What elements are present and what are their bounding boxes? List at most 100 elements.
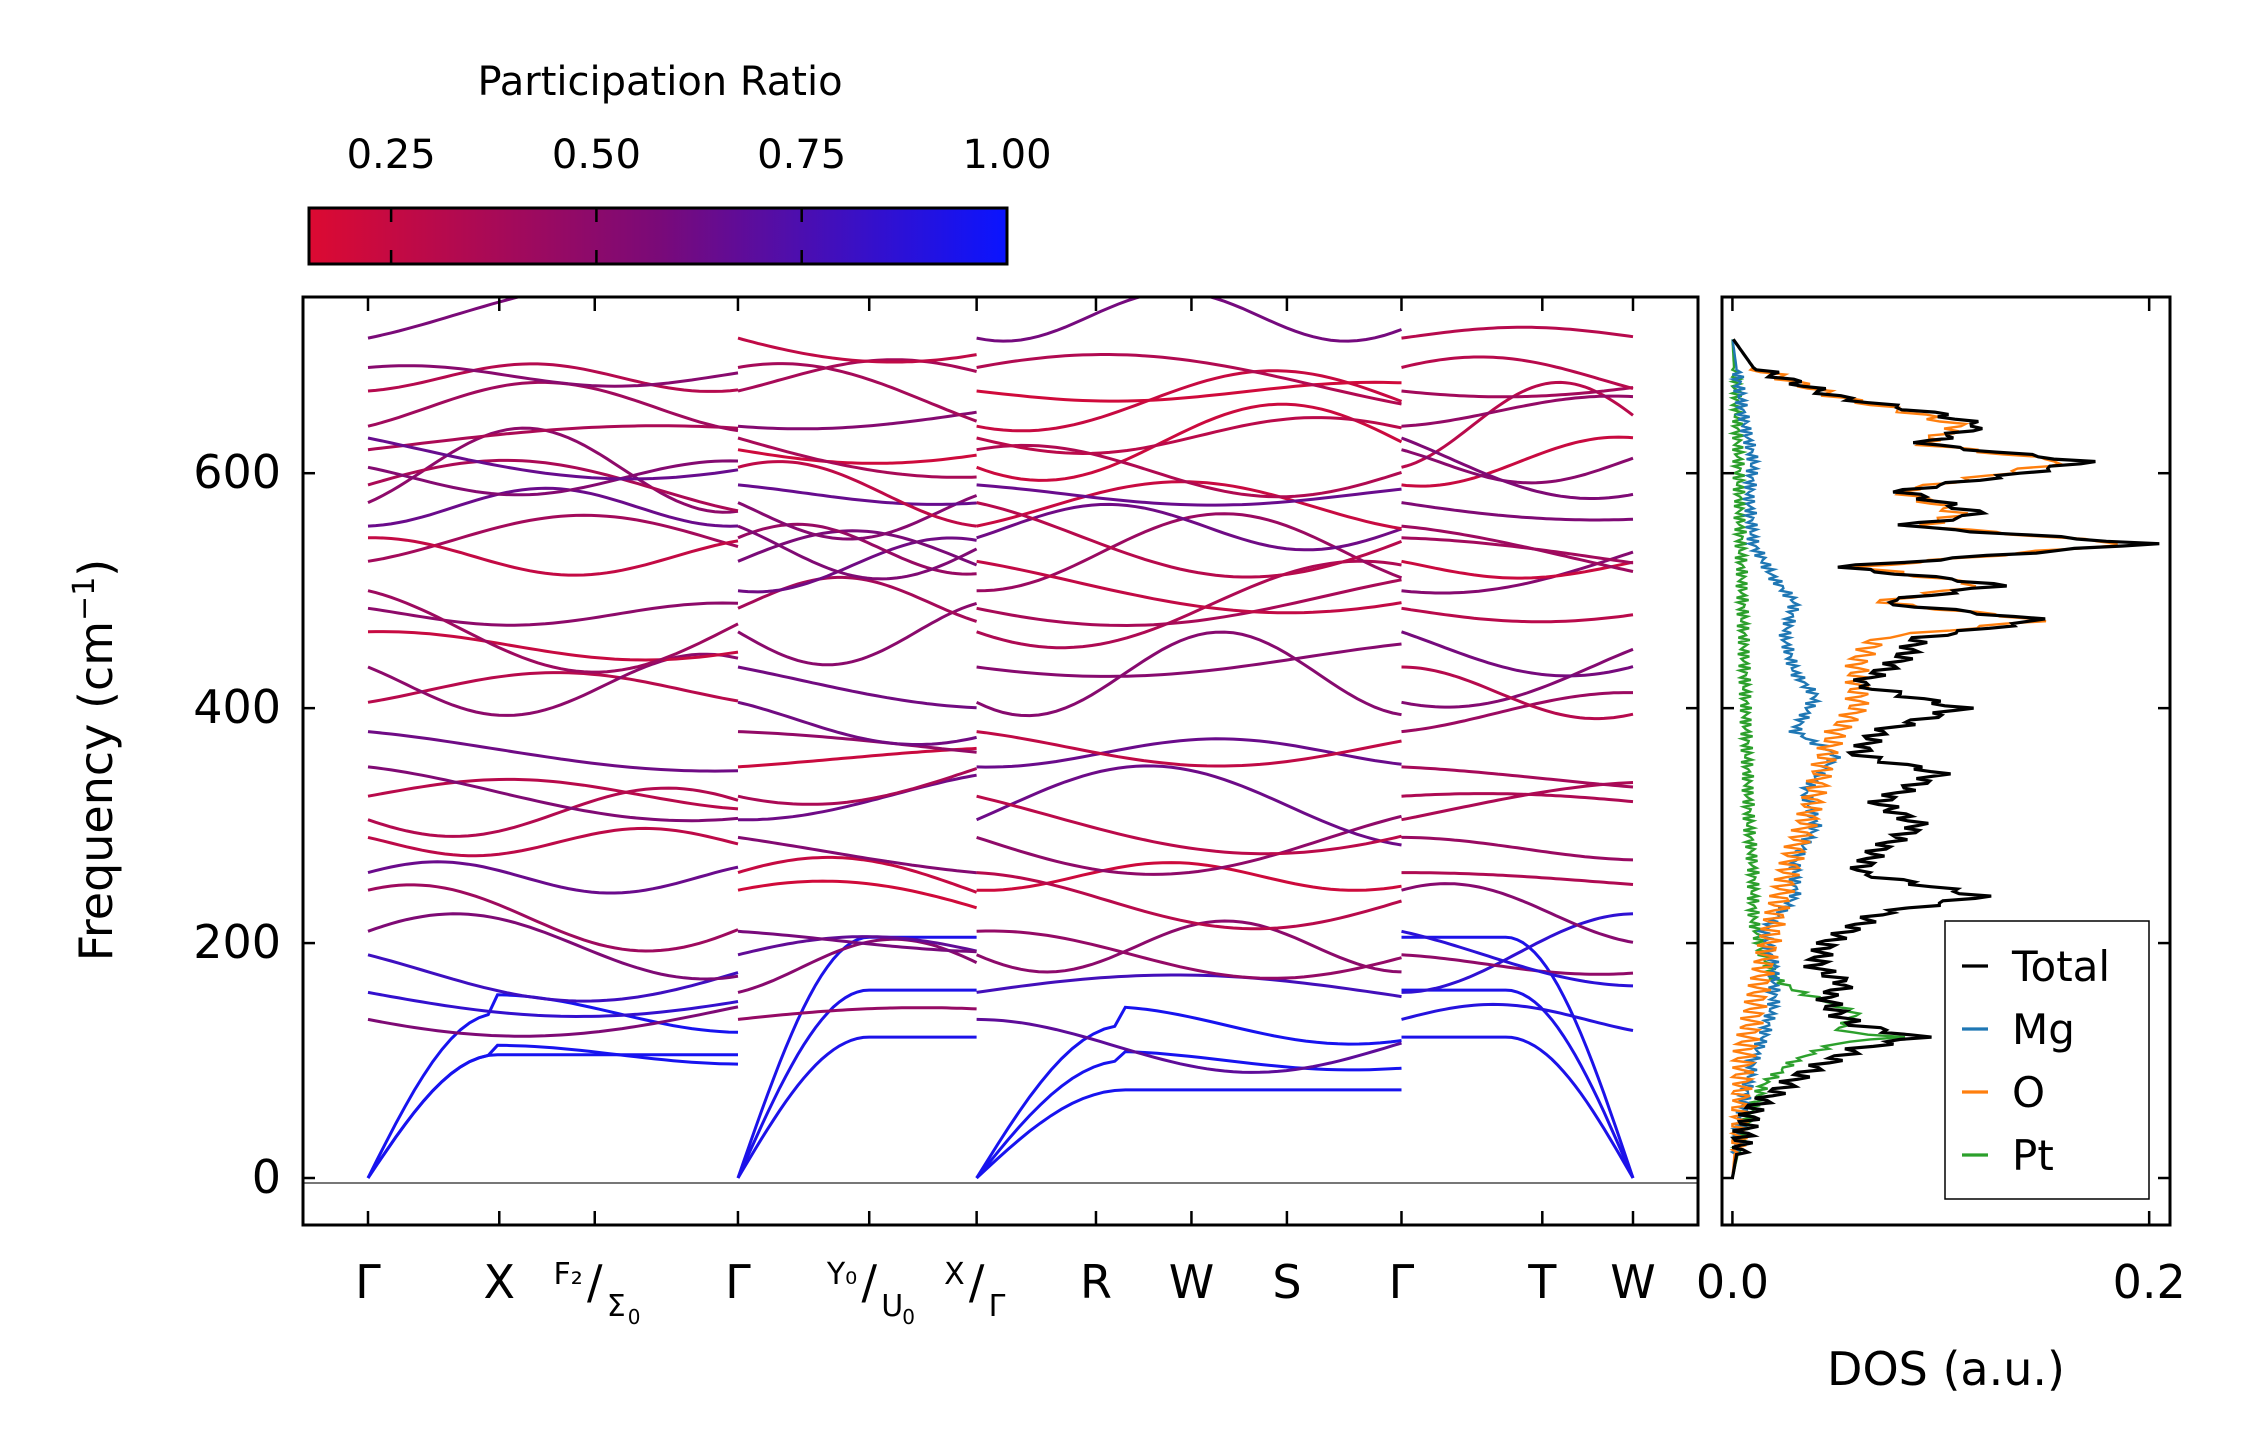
optical-branch [1401, 386, 1634, 399]
optical-branch [1401, 835, 1634, 862]
colorbar-ticks: 0.25 0.50 0.75 1.00 [347, 132, 1052, 264]
optical-branch [737, 524, 978, 581]
optical-branch [737, 935, 977, 957]
y-axis-label-main: Frequency (cm [69, 621, 123, 961]
y-axis-label-sup: −1 [67, 577, 102, 621]
optical-branch [737, 601, 978, 667]
high-symmetry-label: X [484, 1255, 516, 1309]
acoustic-branch [975, 1005, 1402, 1179]
optical-branch [367, 630, 739, 662]
legend-label: O [2012, 1068, 2045, 1117]
high-symmetry-label: Γ [725, 1255, 751, 1309]
dos-series-o [1728, 338, 2118, 1179]
y-tick-label: 600 [193, 445, 281, 499]
optical-branch [737, 436, 977, 479]
optical-branch [976, 501, 1403, 579]
high-symmetry-label-left: F₂ [553, 1257, 582, 1292]
optical-branch [737, 336, 977, 364]
dos-x-tick-label: 0.0 [1696, 1255, 1769, 1309]
optical-branch [737, 929, 977, 954]
optical-branch [737, 767, 978, 806]
optical-branch [737, 665, 977, 710]
optical-branch [367, 436, 739, 481]
optical-branch [367, 730, 739, 773]
optical-branch [737, 835, 977, 875]
acoustic-branch [736, 988, 977, 1179]
optical-branch [1401, 435, 1634, 488]
acoustic-branch [736, 1035, 977, 1179]
optical-branch [737, 575, 978, 623]
optical-branch [976, 416, 1402, 456]
optical-branch [1401, 953, 1634, 976]
acoustic-branch [1401, 988, 1635, 1179]
optical-branch [1401, 559, 1634, 580]
optical-branch [367, 777, 739, 811]
y-axis-label-close: ) [69, 559, 123, 577]
optical-branch [737, 448, 977, 465]
optical-branch [1401, 929, 1634, 988]
dos-x-tick-label: 0.2 [2113, 1255, 2186, 1309]
optical-branch [367, 883, 739, 953]
optical-branch [976, 559, 1402, 615]
optical-branch [976, 973, 1402, 999]
optical-branch [737, 879, 978, 910]
optical-branch [1401, 871, 1634, 886]
optical-branch [367, 424, 739, 452]
optical-branch [1401, 691, 1633, 734]
optical-branch [976, 483, 1402, 507]
optical-branch [976, 1017, 1402, 1074]
optical-branch [976, 578, 1402, 628]
optical-branch [367, 459, 739, 497]
dos-lines [1727, 338, 2160, 1179]
optical-branch [976, 353, 1402, 406]
optical-branch [737, 746, 977, 769]
optical-branch [367, 364, 739, 388]
optical-branch [1401, 912, 1634, 994]
optical-branch [975, 630, 1402, 718]
optical-branch [1401, 550, 1634, 595]
high-symmetry-label-right: Γ [989, 1289, 1006, 1324]
optical-branch [367, 362, 739, 393]
optical-branch [367, 912, 739, 981]
optical-branch [367, 652, 739, 717]
high-symmetry-label-right: U [881, 1289, 903, 1324]
acoustic-branch [366, 993, 739, 1179]
optical-branch [1401, 665, 1634, 721]
optical-branch [737, 730, 977, 754]
colorbar-tick-label: 0.50 [552, 132, 641, 178]
optical-branch [367, 765, 739, 823]
optical-branch [367, 671, 739, 704]
optical-branch [737, 460, 977, 528]
high-symmetry-label-slash: / [587, 1255, 603, 1309]
optical-branch [976, 861, 1402, 892]
optical-branch [1401, 882, 1634, 944]
colorbar-tick-label: 1.00 [962, 132, 1051, 178]
optical-branch [976, 919, 1402, 974]
optical-branch [737, 937, 978, 994]
colorbar-tick-label: 0.75 [757, 132, 846, 178]
optical-branch [367, 458, 739, 513]
optical-branch [367, 990, 739, 1019]
optical-branch [367, 297, 738, 340]
y-tick-label: 400 [193, 680, 281, 734]
optical-branch [737, 410, 977, 431]
optical-branch [976, 794, 1402, 856]
acoustic-branch [366, 1043, 739, 1179]
optical-branch [1401, 647, 1634, 709]
high-symmetry-label-right: Σ [607, 1289, 626, 1324]
colorbar-title: Participation Ratio [477, 59, 842, 105]
band-x-ticks: Γ X F₂ / Σ 0Γ Y₀ / U 0X / Γ R W S Γ T W [355, 297, 1656, 1329]
optical-branch [976, 814, 1402, 876]
optical-branch [1401, 536, 1634, 565]
acoustic-branch [1401, 935, 1635, 1179]
optical-branch [1401, 448, 1634, 485]
high-symmetry-label: T [1527, 1255, 1557, 1309]
high-symmetry-label-left: Y₀ [826, 1257, 857, 1292]
acoustic-branch [975, 1050, 1402, 1179]
dos-axes-frame [1720, 295, 2172, 1227]
optical-branch [1401, 606, 1634, 624]
optical-branch [367, 826, 739, 858]
dos-ticks: 0.0 0.2 [1696, 297, 2186, 1309]
optical-branch [737, 483, 977, 506]
optical-branch [1400, 436, 1634, 500]
